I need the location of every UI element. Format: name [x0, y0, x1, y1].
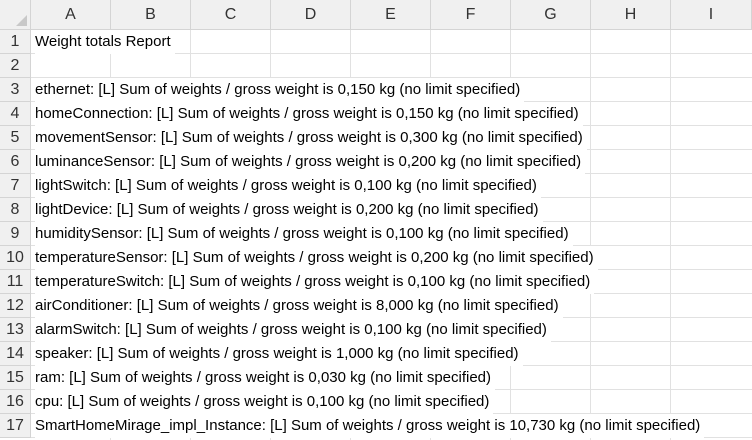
row-header-5[interactable]: 5 [0, 126, 31, 150]
cell-a17[interactable]: SmartHomeMirage_impl_Instance: [L] Sum o… [35, 414, 705, 438]
row-header-11[interactable]: 11 [0, 270, 31, 294]
row-header-3[interactable]: 3 [0, 78, 31, 102]
column-header-g[interactable]: G [511, 0, 591, 30]
row-header-6[interactable]: 6 [0, 150, 31, 174]
row-gridline [31, 53, 752, 54]
select-all-corner[interactable] [0, 0, 31, 30]
cell-a13[interactable]: alarmSwitch: [L] Sum of weights / gross … [35, 318, 551, 342]
row-gridline [31, 77, 752, 78]
column-header-c[interactable]: C [191, 0, 271, 30]
cell-a3[interactable]: ethernet: [L] Sum of weights / gross wei… [35, 78, 525, 102]
row-header-8[interactable]: 8 [0, 198, 31, 222]
row-header-13[interactable]: 13 [0, 318, 31, 342]
row-header-7[interactable]: 7 [0, 174, 31, 198]
cell-a14[interactable]: speaker: [L] Sum of weights / gross weig… [35, 342, 523, 366]
cell-a12[interactable]: airConditioner: [L] Sum of weights / gro… [35, 294, 563, 318]
column-gridline [590, 30, 591, 440]
row-header-16[interactable]: 16 [0, 390, 31, 414]
column-header-b[interactable]: B [111, 0, 191, 30]
cell-a1[interactable]: Weight totals Report [35, 30, 175, 54]
row-header-1[interactable]: 1 [0, 30, 31, 54]
row-header-10[interactable]: 10 [0, 246, 31, 270]
cell-a5[interactable]: movementSensor: [L] Sum of weights / gro… [35, 126, 587, 150]
row-header-9[interactable]: 9 [0, 222, 31, 246]
row-header-4[interactable]: 4 [0, 102, 31, 126]
cell-a15[interactable]: ram: [L] Sum of weights / gross weight i… [35, 366, 496, 390]
column-header-i[interactable]: I [671, 0, 752, 30]
row-header-2[interactable]: 2 [0, 54, 31, 78]
cell-a9[interactable]: humiditySensor: [L] Sum of weights / gro… [35, 222, 573, 246]
column-header-e[interactable]: E [351, 0, 431, 30]
cell-a2[interactable] [35, 54, 39, 78]
column-header-f[interactable]: F [431, 0, 511, 30]
row-header-12[interactable]: 12 [0, 294, 31, 318]
cell-a8[interactable]: lightDevice: [L] Sum of weights / gross … [35, 198, 543, 222]
column-gridline [670, 30, 671, 440]
cell-a6[interactable]: luminanceSensor: [L] Sum of weights / gr… [35, 150, 586, 174]
cell-a4[interactable]: homeConnection: [L] Sum of weights / gro… [35, 102, 583, 126]
column-header-h[interactable]: H [591, 0, 671, 30]
cell-a11[interactable]: temperatureSwitch: [L] Sum of weights / … [35, 270, 595, 294]
column-header-a[interactable]: A [31, 0, 111, 30]
row-header-15[interactable]: 15 [0, 366, 31, 390]
row-header-14[interactable]: 14 [0, 342, 31, 366]
cell-a7[interactable]: lightSwitch: [L] Sum of weights / gross … [35, 174, 541, 198]
column-header-d[interactable]: D [271, 0, 351, 30]
select-all-triangle-icon [16, 15, 27, 26]
cell-a10[interactable]: temperatureSensor: [L] Sum of weights / … [35, 246, 598, 270]
cell-a16[interactable]: cpu: [L] Sum of weights / gross weight i… [35, 390, 494, 414]
row-header-17[interactable]: 17 [0, 414, 31, 438]
